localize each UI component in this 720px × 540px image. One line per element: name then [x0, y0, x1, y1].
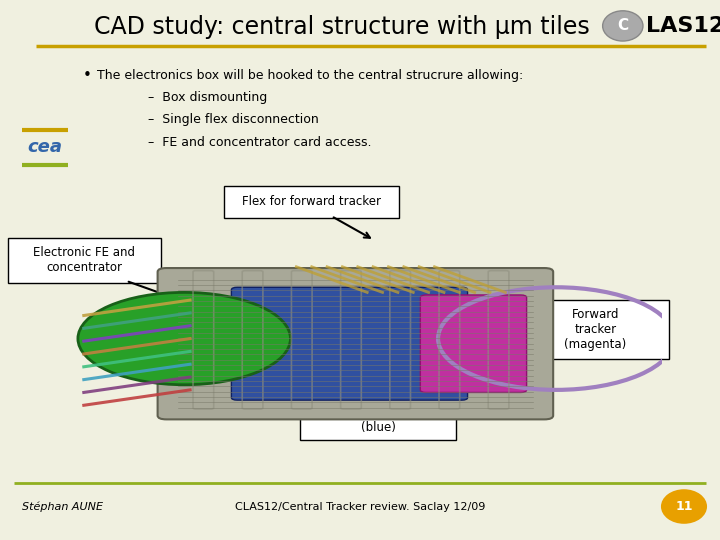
Text: Forward
tracker
(magenta): Forward tracker (magenta) [564, 308, 626, 351]
FancyBboxPatch shape [8, 238, 161, 283]
FancyBboxPatch shape [231, 287, 467, 400]
Text: C: C [617, 18, 629, 33]
Circle shape [661, 489, 707, 524]
Text: –  Box dismounting: – Box dismounting [148, 91, 267, 104]
Text: –  Single flex disconnection: – Single flex disconnection [148, 113, 318, 126]
Text: LAS12: LAS12 [646, 16, 720, 36]
Text: Electronic FE and
concentrator: Electronic FE and concentrator [33, 246, 135, 274]
Text: CAD study: central structure with μm tiles: CAD study: central structure with μm til… [94, 15, 590, 39]
FancyBboxPatch shape [420, 295, 526, 393]
Text: Central tracker
(blue): Central tracker (blue) [333, 406, 423, 434]
FancyBboxPatch shape [523, 300, 669, 359]
FancyBboxPatch shape [300, 400, 456, 440]
Text: •: • [83, 68, 91, 83]
Text: Flex for forward tracker: Flex for forward tracker [241, 195, 381, 208]
Text: The electronics box will be hooked to the central strucrure allowing:: The electronics box will be hooked to th… [97, 69, 523, 82]
Text: 11: 11 [675, 500, 693, 513]
Text: Stéphan AUNE: Stéphan AUNE [22, 501, 102, 512]
Circle shape [603, 11, 643, 41]
Text: –  FE and concentrator card access.: – FE and concentrator card access. [148, 136, 371, 149]
Text: cea: cea [27, 138, 62, 157]
FancyBboxPatch shape [158, 268, 553, 420]
Text: CLAS12/Central Tracker review. Saclay 12/09: CLAS12/Central Tracker review. Saclay 12… [235, 502, 485, 511]
Circle shape [78, 293, 290, 384]
FancyBboxPatch shape [224, 186, 399, 218]
